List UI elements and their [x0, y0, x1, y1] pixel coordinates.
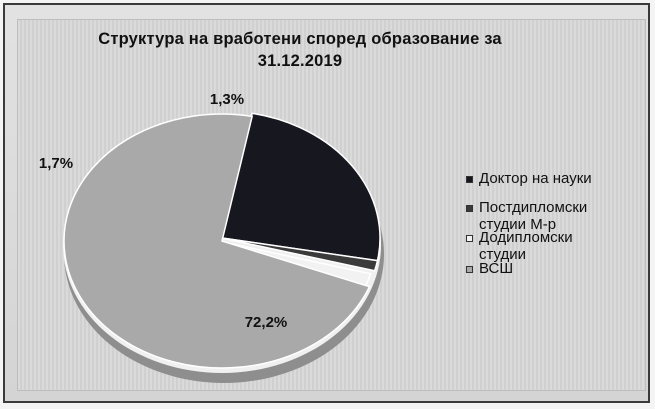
legend-item-vsh: ВСШ [466, 260, 641, 277]
legend-label-postgraduate-2: студии М-р [479, 216, 557, 233]
chart-title-line-2: 31.12.2019 [257, 52, 343, 70]
pie-slice-1 [221, 237, 379, 272]
legend-swatch-postgraduate [466, 205, 473, 212]
chart-legend: Доктор на науки Постдипломски студии М-р… [466, 170, 641, 277]
legend-swatch-vsh [466, 266, 473, 273]
pie-slice-3 [63, 113, 371, 369]
legend-item-postgraduate: Постдипломски студии М-р [466, 199, 641, 233]
legend-label-postgraduate-1: Постдипломски [479, 199, 588, 216]
data-label-1: 1,3% [210, 91, 244, 108]
legend-swatch-undergraduate [466, 235, 473, 242]
data-label-3: 72,2% [245, 314, 288, 331]
legend-label-undergraduate-1: Додипломски [479, 229, 573, 246]
legend-item-doctor: Доктор на науки [466, 170, 641, 187]
chart-title-line-1: Структура на вработени според образовани… [98, 30, 502, 48]
legend-item-undergraduate: Додипломски студии [466, 229, 641, 263]
legend-label-undergraduate-2: студии [479, 246, 527, 263]
legend-label-vsh: ВСШ [479, 260, 514, 277]
legend-swatch-doctor [466, 176, 473, 183]
pie-slice-0 [221, 112, 381, 262]
legend-label-doctor: Доктор на науки [479, 170, 592, 187]
chart-title: Структура на вработени според образовани… [40, 28, 560, 72]
data-label-2: 1,7% [39, 155, 73, 172]
